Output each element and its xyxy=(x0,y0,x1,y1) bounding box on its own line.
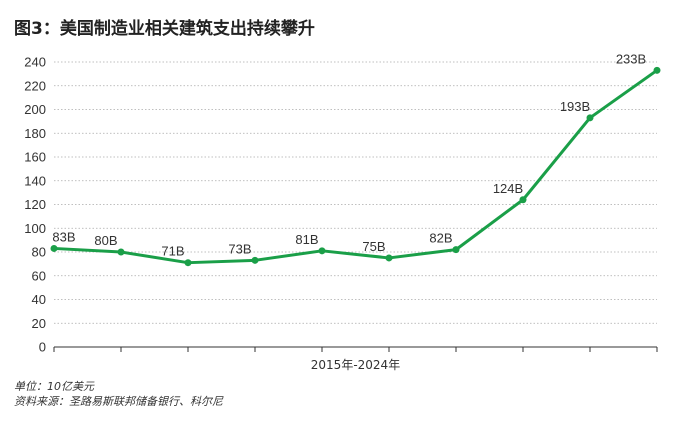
y-tick-label: 100 xyxy=(24,221,46,236)
data-label: 83B xyxy=(52,229,75,244)
data-label: 81B xyxy=(295,232,318,247)
x-axis-label: 2015年-2024年 xyxy=(311,358,400,372)
data-point xyxy=(653,66,661,74)
data-label: 75B xyxy=(362,239,385,254)
y-tick-label: 80 xyxy=(32,245,46,260)
data-point xyxy=(385,254,393,262)
chart-title: 图3：美国制造业相关建筑支出持续攀升 xyxy=(14,19,315,39)
data-point xyxy=(184,259,192,267)
series-line xyxy=(52,68,659,265)
y-tick-label: 140 xyxy=(24,173,46,188)
y-tick-label: 40 xyxy=(32,292,46,307)
grid-lines xyxy=(54,61,657,324)
y-tick-label: 180 xyxy=(24,126,46,141)
data-point xyxy=(519,196,527,204)
data-point xyxy=(318,247,326,255)
data-label: 73B xyxy=(228,241,251,256)
data-label: 233B xyxy=(616,51,646,66)
series xyxy=(50,66,661,267)
data-label: 71B xyxy=(161,244,184,259)
data-label: 82B xyxy=(429,231,452,246)
data-label: 124B xyxy=(493,181,523,196)
unit-note: 单位：10亿美元 xyxy=(14,380,94,393)
y-tick-label: 20 xyxy=(32,316,46,331)
y-tick-label: 220 xyxy=(24,78,46,93)
data-label: 193B xyxy=(560,99,590,114)
data-point xyxy=(251,256,259,264)
y-tick-label: 240 xyxy=(24,55,46,70)
source-note: 资料来源：圣路易斯联邦储备银行、科尔尼 xyxy=(14,395,223,408)
y-tick-label: 200 xyxy=(24,102,46,117)
data-label: 80B xyxy=(94,233,117,248)
y-tick-label: 0 xyxy=(39,340,46,355)
data-point xyxy=(117,248,125,256)
y-tick-label: 160 xyxy=(24,150,46,165)
data-point xyxy=(50,244,58,252)
y-tick-label: 60 xyxy=(32,268,46,283)
y-tick-label: 120 xyxy=(24,197,46,212)
data-point xyxy=(586,114,594,122)
data-labels: 83B 80B 71B 73B 81B 75B 82B 124B 193B 233B xyxy=(52,51,646,258)
data-point xyxy=(452,246,460,254)
axes: 0 20 40 60 80 100 120 140 160 180 200 220 240 2015年-2… xyxy=(24,55,658,372)
